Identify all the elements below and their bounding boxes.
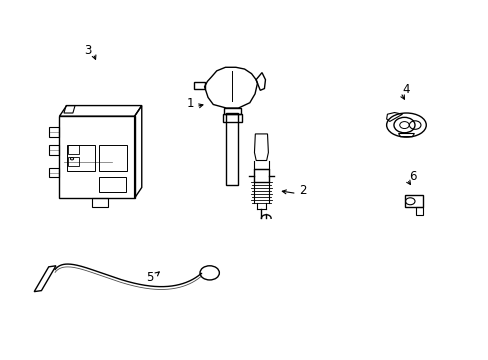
Text: 5: 5 xyxy=(146,271,154,284)
Text: 3: 3 xyxy=(83,44,91,57)
Text: 1: 1 xyxy=(186,97,194,110)
Bar xyxy=(253,169,268,182)
Bar xyxy=(405,195,423,207)
Bar xyxy=(226,113,238,185)
Text: 4: 4 xyxy=(402,83,409,96)
Text: 2: 2 xyxy=(298,184,305,197)
Text: 6: 6 xyxy=(408,170,416,183)
Bar xyxy=(99,177,125,192)
Bar xyxy=(224,108,241,114)
Bar xyxy=(222,114,242,122)
Bar xyxy=(194,82,204,89)
